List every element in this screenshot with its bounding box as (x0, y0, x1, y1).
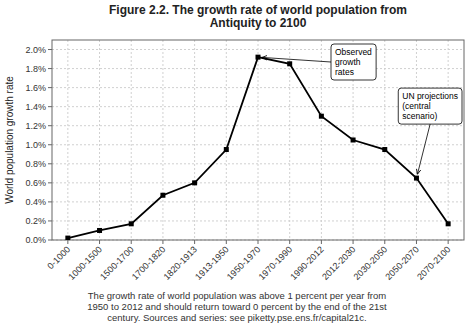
x-grid-line (416, 40, 417, 240)
marker (192, 180, 197, 185)
x-tick (289, 240, 290, 244)
x-tick (67, 240, 68, 244)
annotation-text: UN projections(centralscenario) (402, 91, 458, 121)
marker (129, 221, 134, 226)
text-line: century. Sources and series: see piketty… (107, 312, 366, 323)
y-axis-label: World population growth rate (4, 76, 15, 204)
x-tick (448, 240, 449, 244)
line (68, 57, 448, 238)
y-tick-label: 0.4% (25, 197, 46, 207)
y-tick-label: 0.6% (25, 178, 46, 188)
chart: Figure 2.2. The growth rate of world pop… (0, 0, 474, 327)
text-line: Observed (335, 47, 372, 57)
marker (351, 138, 356, 143)
x-tick (384, 240, 385, 244)
marker (97, 228, 102, 233)
annotation-box (398, 88, 462, 124)
y-tick (48, 144, 52, 145)
y-tick-label: 1.6% (25, 83, 46, 93)
marker (65, 236, 70, 240)
text-line: Figure 2.2. The growth rate of world pop… (109, 3, 407, 17)
y-tick-label: 1.4% (25, 102, 46, 112)
marker (224, 147, 229, 152)
x-grid-line (67, 40, 68, 240)
annotation-box (331, 44, 376, 80)
x-grid-line (289, 40, 290, 240)
x-grid-line (448, 40, 449, 240)
text-line: The growth rate of world population was … (88, 290, 386, 301)
text-line: (central (402, 101, 430, 111)
marker (319, 114, 324, 119)
x-tick-label: 2070-2100 (415, 244, 453, 282)
background (0, 0, 474, 327)
annotation-arrow (417, 124, 430, 174)
y-tick-label: 0.2% (25, 216, 46, 226)
x-grid-line (384, 40, 385, 240)
text-line: growth (335, 57, 361, 67)
x-grid-line (194, 40, 195, 240)
y-tick-label: 1.8% (25, 64, 46, 74)
marker (414, 176, 419, 181)
x-grid-line (258, 40, 259, 240)
annotation-arrow (262, 57, 331, 62)
marker (160, 193, 165, 198)
x-tick (162, 240, 163, 244)
plot-frame (52, 40, 464, 240)
y-tick-label: 0.8% (25, 159, 46, 169)
annotations: Observedgrowthrates UN projections(centra… (262, 44, 462, 174)
x-tick (258, 240, 259, 244)
x-tick (131, 240, 132, 244)
marker (287, 61, 292, 66)
series (65, 55, 450, 240)
x-tick (194, 240, 195, 244)
y-tick (48, 201, 52, 202)
y-tick (48, 49, 52, 50)
y-tick-label: 1.0% (25, 140, 46, 150)
x-tick (99, 240, 100, 244)
x-grid-line (131, 40, 132, 240)
x-tick (226, 240, 227, 244)
x-grid-line (99, 40, 100, 240)
marker (382, 147, 387, 152)
y-tick (48, 87, 52, 88)
text-line: Antiquity to 2100 (210, 16, 307, 30)
y-tick (48, 163, 52, 164)
x-tick (353, 240, 354, 244)
annotation: UN projections(centralscenario) (398, 88, 462, 174)
annotation: Observedgrowthrates (262, 44, 376, 80)
x-tick (321, 240, 322, 244)
y-tick (48, 125, 52, 126)
y-tick-label: 2.0% (25, 45, 46, 55)
grid (52, 40, 464, 240)
x-grid-line (226, 40, 227, 240)
y-grid-line (52, 182, 464, 183)
marker (446, 221, 451, 226)
y-tick (48, 240, 52, 241)
x-grid-line (321, 40, 322, 240)
y-tick (48, 220, 52, 221)
annotation-text: Observedgrowthrates (335, 47, 372, 77)
y-tick (48, 182, 52, 183)
x-grid-line (162, 40, 163, 240)
title: Figure 2.2. The growth rate of world pop… (109, 3, 407, 30)
marker (256, 55, 261, 60)
text-line: scenario) (402, 111, 437, 121)
caption: The growth rate of world population was … (87, 290, 387, 323)
y-tick (48, 106, 52, 107)
y-tick (48, 68, 52, 69)
y-tick-label: 0.0% (25, 235, 46, 245)
x-tick (416, 240, 417, 244)
text-line: rates (335, 67, 354, 77)
x-tick-label: 0-1000 (45, 244, 72, 271)
y-tick-label: 1.2% (25, 121, 46, 131)
text-line: 1950 to 2012 and should return toward 0 … (87, 301, 387, 312)
text-line: UN projections (402, 91, 458, 101)
